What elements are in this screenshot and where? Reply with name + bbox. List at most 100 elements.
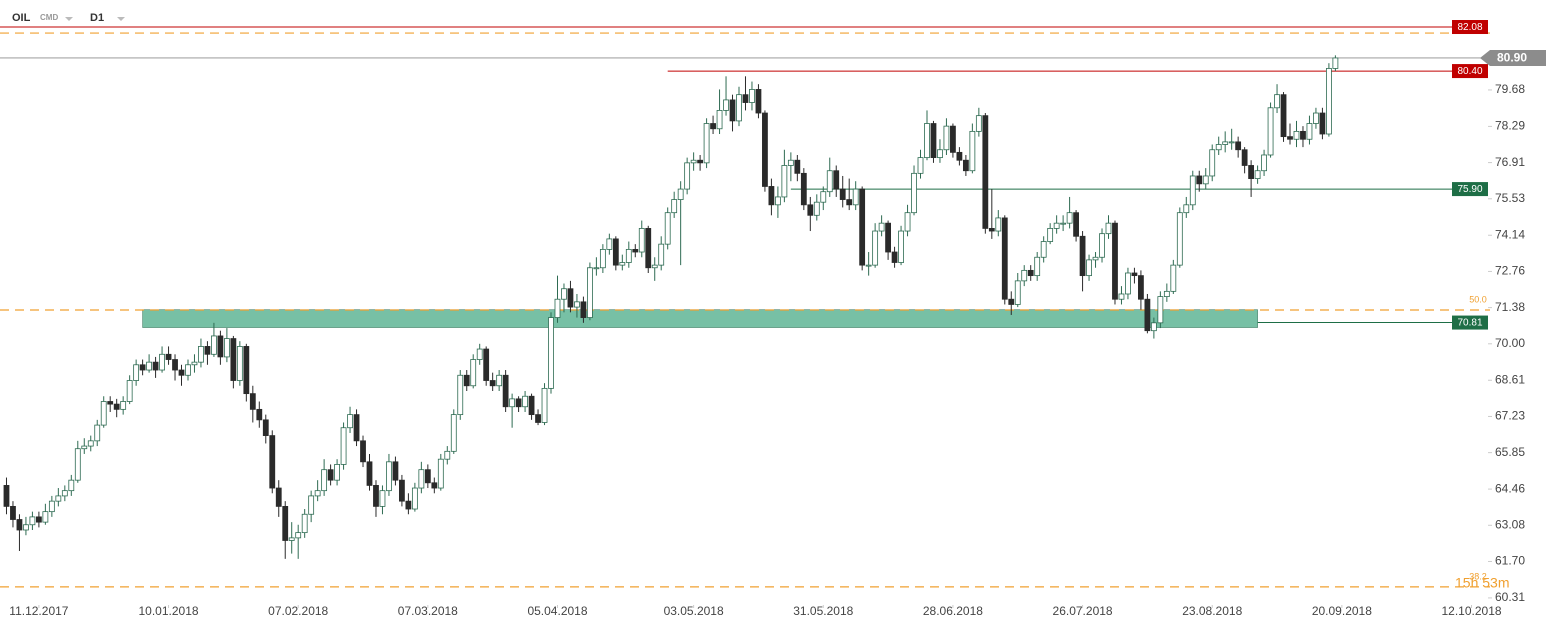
last-price-label: 80.90 — [1497, 51, 1527, 65]
y-tick-label: 64.46 — [1495, 481, 1525, 495]
candle-body — [1241, 149, 1248, 166]
dropdown-icon[interactable] — [65, 17, 73, 21]
candle-body — [457, 374, 464, 416]
candle-body — [470, 359, 477, 387]
candle-body — [204, 346, 211, 355]
candle-body — [113, 403, 120, 410]
candle-body — [1138, 275, 1144, 300]
candle-body — [742, 94, 749, 103]
price-line-label: 82.08 — [1457, 22, 1482, 33]
candle-body — [295, 532, 302, 539]
x-tick-label: 28.06.2018 — [923, 604, 983, 618]
candle-body — [1202, 175, 1209, 185]
candle-body — [301, 513, 308, 534]
candle-body — [684, 162, 691, 190]
candle-body — [1222, 141, 1229, 145]
candle-body — [399, 479, 405, 502]
candle-body — [373, 485, 379, 507]
candle-body — [852, 188, 859, 206]
candle-body — [729, 99, 736, 122]
candle-body — [982, 115, 989, 229]
candle-body — [826, 170, 833, 193]
candle-body — [256, 408, 263, 421]
candle-body — [1001, 217, 1008, 300]
candle-body — [975, 115, 982, 132]
candle-body — [528, 395, 535, 416]
candle-body — [230, 338, 237, 381]
candle-body — [198, 346, 204, 363]
candle-body — [768, 186, 775, 206]
candle-body — [321, 469, 328, 492]
candle-body — [703, 123, 710, 164]
candle-body — [1183, 204, 1190, 214]
candle-body — [859, 188, 866, 266]
candle-body — [839, 188, 846, 200]
x-tick-label: 11.12.2017 — [9, 604, 68, 618]
x-tick-label: 26.07.2018 — [1053, 604, 1113, 618]
candle-body — [1131, 272, 1138, 277]
candle-body — [1209, 149, 1216, 177]
candle-body — [178, 369, 185, 376]
candle-body — [502, 374, 509, 408]
candle-body — [1125, 272, 1131, 295]
candle-body — [35, 516, 42, 523]
candle-body — [872, 230, 879, 266]
candle-body — [327, 469, 334, 481]
group[interactable]: CMD — [40, 13, 58, 22]
candle-body — [1228, 141, 1235, 144]
candle-body — [243, 346, 250, 395]
candle-body — [833, 170, 840, 190]
x-tick-label: 10.01.2018 — [139, 604, 199, 618]
candle-body — [262, 419, 269, 436]
candle-body — [554, 298, 561, 318]
candle-body — [1326, 68, 1332, 135]
candle-body — [567, 288, 574, 308]
candle-body — [282, 505, 289, 541]
fib-label: 38.2 — [1469, 571, 1487, 581]
candle-body — [431, 482, 438, 489]
candle-body — [587, 267, 593, 318]
candle-body — [411, 487, 418, 510]
price-line-label: 70.81 — [1457, 318, 1482, 329]
candle-body — [1300, 130, 1306, 140]
candle-body — [671, 199, 678, 214]
candle-body — [94, 424, 101, 442]
candle-body — [152, 361, 159, 371]
candle-body — [55, 495, 62, 502]
candle-body — [645, 228, 652, 269]
candle-body — [1086, 259, 1092, 277]
y-tick-label: 75.53 — [1495, 191, 1525, 205]
candle-body — [1189, 175, 1196, 206]
candle-body — [476, 348, 483, 360]
candle-body — [697, 159, 704, 164]
candle-body — [483, 348, 490, 381]
interval[interactable]: D1 — [90, 12, 104, 24]
y-tick-label: 72.76 — [1495, 264, 1525, 278]
candle-body — [755, 89, 762, 114]
candle-body — [541, 387, 548, 423]
dropdown-icon[interactable] — [117, 17, 125, 21]
x-tick-label: 07.03.2018 — [398, 604, 458, 618]
candle-body — [185, 364, 191, 376]
candle-body — [548, 317, 554, 389]
candle-body — [625, 248, 632, 263]
y-tick-label: 68.61 — [1495, 372, 1525, 386]
candle-body — [340, 427, 347, 465]
candle-body — [950, 125, 956, 153]
candle-body — [172, 359, 178, 371]
candle-body — [924, 123, 930, 159]
symbol[interactable]: OIL — [12, 12, 31, 24]
candle-body — [16, 519, 23, 531]
candle-body — [288, 537, 295, 541]
candle-body — [1163, 290, 1170, 297]
y-tick-label: 60.31 — [1495, 590, 1525, 604]
candle-body — [813, 201, 820, 216]
candle-body — [1176, 212, 1183, 266]
candle-body — [1267, 107, 1274, 156]
candle-body — [1060, 222, 1067, 225]
candle-body — [1047, 228, 1054, 242]
candle-body — [146, 361, 152, 371]
candle-body — [619, 262, 626, 266]
candle-body — [1248, 165, 1255, 179]
